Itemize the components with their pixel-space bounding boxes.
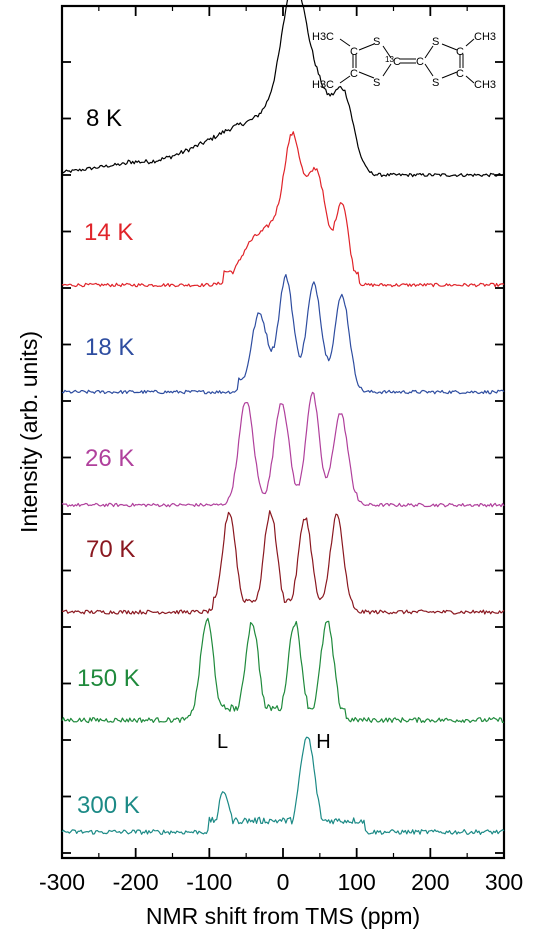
- sulfur-label: S: [432, 77, 439, 89]
- spectrum-line: [61, 391, 505, 508]
- isotope-label: 13: [385, 55, 394, 64]
- x-tick-label: -300: [39, 869, 85, 895]
- carbon-label: C: [456, 46, 464, 58]
- y-axis-title: Intensity (arb. units): [16, 331, 42, 533]
- peak-annotation: L: [217, 731, 228, 753]
- spectrum-line: [61, 510, 505, 615]
- spectrum-line: [61, 274, 505, 395]
- temperature-labels: 8 K 14 K 18 K 26 K 70 K 150 K 300 K: [77, 105, 140, 819]
- x-tick-label: -100: [186, 869, 232, 895]
- peak-annotation: H: [316, 731, 330, 753]
- bond: [424, 45, 434, 59]
- carbon-label: C: [393, 56, 401, 68]
- spectra-traces: [61, 0, 505, 835]
- spectrum-line: [61, 617, 505, 724]
- bond: [465, 75, 475, 84]
- molecule-labels: H3C H3C C C S S 13 C C S S C C CH3 CH3: [312, 31, 496, 91]
- sulfur-label: S: [432, 36, 439, 48]
- temperature-label: 70 K: [86, 536, 135, 563]
- bond: [382, 63, 392, 77]
- temperature-label: 8 K: [86, 105, 122, 132]
- bond: [358, 43, 375, 51]
- bond: [339, 38, 351, 47]
- carbon-label: C: [416, 56, 424, 68]
- temperature-label: 300 K: [77, 792, 140, 819]
- methyl-label: H3C: [312, 31, 334, 43]
- spectrum-line: [61, 736, 505, 835]
- x-tick-label: 200: [411, 869, 449, 895]
- bond: [441, 71, 458, 79]
- molecule-structure: [339, 38, 475, 84]
- x-tick-label: 300: [485, 869, 523, 895]
- sulfur-label: S: [373, 36, 380, 48]
- bond: [339, 75, 351, 84]
- methyl-label: CH3: [474, 31, 496, 43]
- temperature-label: 18 K: [85, 334, 134, 361]
- temperature-label: 14 K: [84, 219, 133, 246]
- temperature-label: 26 K: [85, 445, 134, 472]
- x-axis-title: NMR shift from TMS (ppm): [146, 903, 420, 929]
- x-axis-ticks: -300 -200 -100 0 100 200 300: [39, 6, 523, 895]
- carbon-label: C: [350, 68, 358, 80]
- y-axis-ticks: [62, 61, 504, 854]
- carbon-label: C: [350, 46, 358, 58]
- spectrum-line: [61, 131, 505, 288]
- sulfur-label: S: [373, 77, 380, 89]
- bond: [382, 45, 392, 59]
- carbon-label: C: [456, 68, 464, 80]
- plot-frame: [60, 4, 506, 860]
- bond: [358, 71, 375, 79]
- bond: [424, 63, 434, 77]
- x-tick-label: -200: [113, 869, 159, 895]
- x-tick-label: 0: [277, 869, 290, 895]
- temperature-label: 150 K: [77, 665, 140, 692]
- bond: [441, 43, 458, 51]
- x-tick-label: 100: [337, 869, 375, 895]
- spectrum-line: [61, 0, 505, 178]
- bond: [465, 38, 475, 47]
- methyl-label: H3C: [312, 79, 334, 91]
- methyl-label: CH3: [474, 79, 496, 91]
